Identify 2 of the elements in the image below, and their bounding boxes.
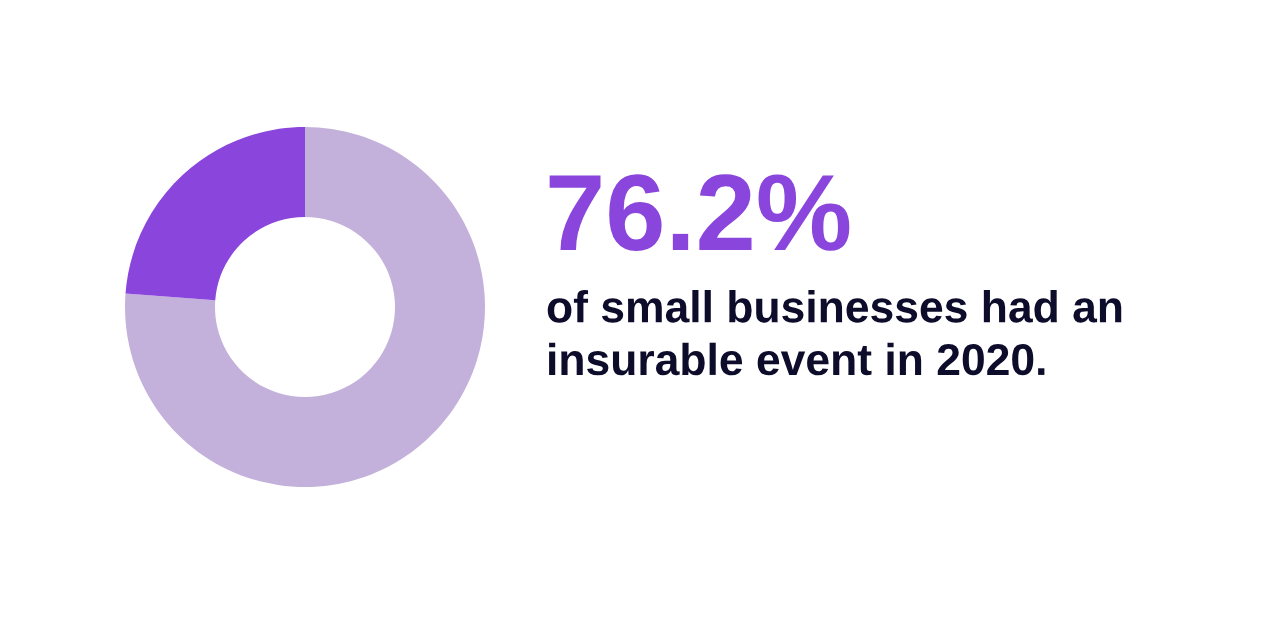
- chart-title: 76.2%: [549, 174, 850, 252]
- text: of small businesses had an insurable event in 2020.: [547, 290, 1122, 376]
